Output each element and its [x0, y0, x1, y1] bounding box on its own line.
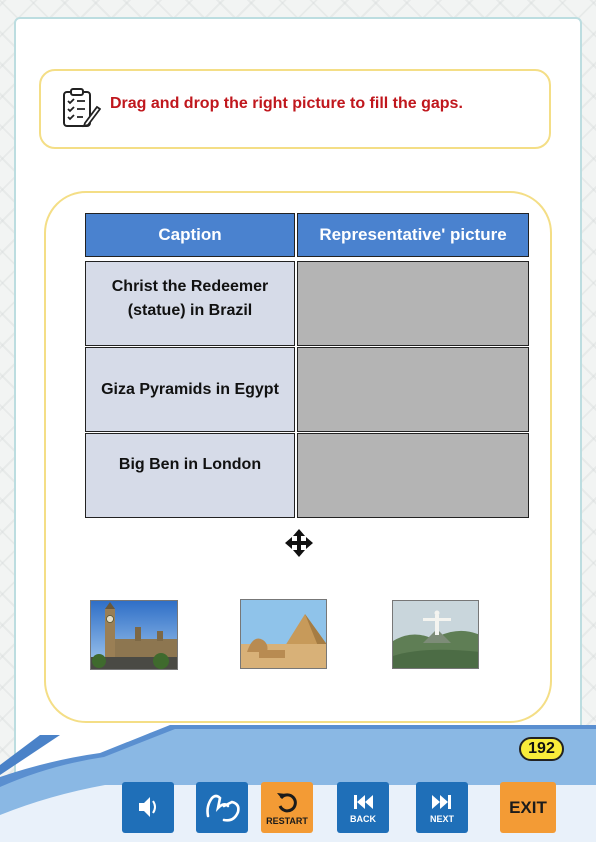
move-arrows-icon	[285, 529, 313, 557]
restart-button[interactable]: RESTART	[261, 782, 313, 833]
giza-pyramids-sphinx-photo[interactable]	[240, 599, 327, 669]
christ-the-redeemer-photo[interactable]	[392, 600, 479, 669]
clipboard-checklist-pencil-icon	[63, 88, 101, 128]
next-label: NEXT	[429, 814, 454, 824]
big-ben-london-photo[interactable]	[90, 600, 178, 670]
sound-button[interactable]	[122, 782, 174, 833]
header-caption: Caption	[85, 213, 295, 257]
restart-label: RESTART	[266, 816, 308, 826]
header-picture: Representative' picture	[297, 213, 529, 257]
caption-cell: Christ the Redeemer (statue) in Brazil	[85, 261, 295, 346]
sign-language-button[interactable]	[196, 782, 248, 833]
next-button[interactable]: NEXT	[416, 782, 468, 833]
instruction-text: Drag and drop the right picture to fill …	[110, 95, 463, 112]
restart-icon	[277, 793, 297, 813]
back-label: BACK	[350, 814, 376, 824]
drop-zone-christ-redeemer[interactable]	[297, 261, 529, 346]
skip-back-icon	[354, 795, 373, 809]
caption-cell: Big Ben in London	[85, 433, 295, 518]
caption-cell: Giza Pyramids in Egypt	[85, 347, 295, 432]
exit-button[interactable]: EXIT	[500, 782, 556, 833]
back-button[interactable]: BACK	[337, 782, 389, 833]
skip-forward-icon	[432, 795, 451, 809]
sign-language-icon	[206, 794, 240, 822]
speaker-icon	[139, 797, 156, 817]
drop-zone-giza-pyramids[interactable]	[297, 347, 529, 432]
instruction-box: Drag and drop the right picture to fill …	[39, 69, 551, 149]
page-number-badge: 192	[519, 737, 564, 761]
drop-zone-big-ben[interactable]	[297, 433, 529, 518]
exit-label: EXIT	[509, 798, 547, 817]
